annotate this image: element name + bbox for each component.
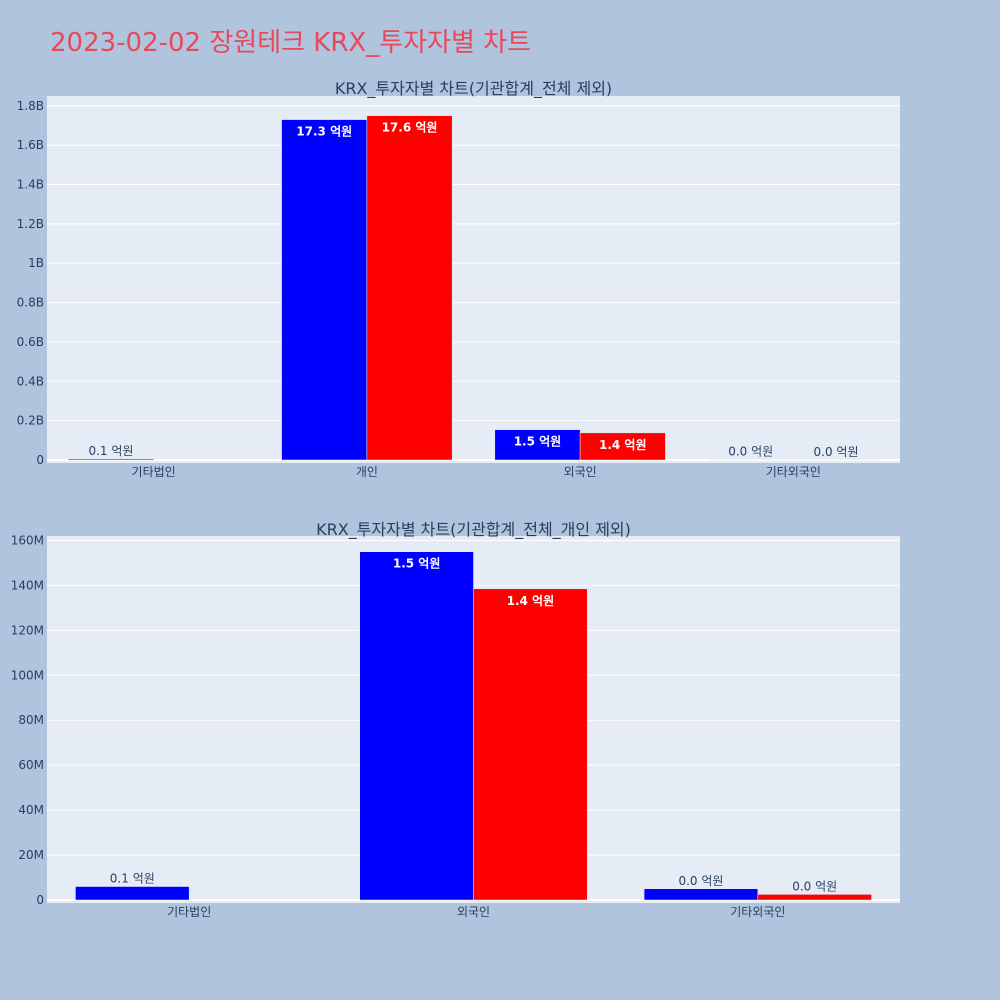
bar bbox=[75, 886, 190, 901]
y-tick-label: 0.6B bbox=[17, 335, 44, 349]
y-tick-label: 1.6B bbox=[17, 138, 44, 152]
bar bbox=[366, 115, 453, 461]
x-tick-label: 기타외국인 bbox=[730, 905, 785, 919]
y-tick-label: 0 bbox=[36, 453, 44, 467]
bar-data-label: 0.0 억원 bbox=[814, 445, 859, 459]
bar-data-label: 1.4 억원 bbox=[507, 594, 555, 608]
y-tick-label: 160M bbox=[11, 533, 44, 547]
bar-data-label: 0.0 억원 bbox=[792, 879, 837, 893]
bar bbox=[68, 458, 154, 461]
x-tick-label: 외국인 bbox=[457, 905, 490, 919]
x-tick-label: 기타법인 bbox=[132, 465, 176, 479]
bar bbox=[579, 432, 666, 461]
y-tick-label: 0.8B bbox=[17, 296, 44, 310]
bar-data-label: 17.3 억원 bbox=[296, 125, 352, 139]
bar bbox=[281, 119, 368, 461]
bar-data-label: 0.0 억원 bbox=[728, 445, 773, 459]
page-title: 2023-02-02 장원테크 KRX_투자자별 차트 bbox=[50, 28, 532, 58]
y-tick-label: 40M bbox=[18, 803, 44, 817]
x-tick-label: 기타법인 bbox=[167, 905, 211, 919]
y-tick-label: 120M bbox=[11, 623, 44, 637]
bar bbox=[359, 551, 474, 901]
bar bbox=[643, 888, 759, 901]
x-tick-label: 기타외국인 bbox=[766, 465, 821, 479]
y-tick-label: 0 bbox=[36, 893, 44, 907]
bar-data-label: 1.4 억원 bbox=[599, 438, 647, 452]
y-tick-label: 0.4B bbox=[17, 374, 44, 388]
y-tick-label: 1.4B bbox=[17, 178, 44, 192]
chart-title: KRX_투자자별 차트(기관합계_전체_개인 제외) bbox=[316, 520, 631, 540]
y-tick-label: 1.2B bbox=[17, 217, 44, 231]
y-tick-label: 1.8B bbox=[17, 99, 44, 113]
bar-data-label: 1.5 억원 bbox=[393, 557, 441, 571]
y-tick-label: 20M bbox=[18, 848, 44, 862]
x-tick-label: 외국인 bbox=[564, 465, 597, 479]
y-tick-label: 60M bbox=[18, 758, 44, 772]
chart-1: 0 0.2B 0.4B 0.6B 0.8B 1B 1.2B 1.4B 1.6B 1.8B KRX_투… bbox=[17, 79, 900, 479]
y-tick-label: 100M bbox=[11, 668, 44, 682]
chart-title: KRX_투자자별 차트(기관합계_전체 제외) bbox=[335, 79, 612, 99]
bar-data-label: 17.6 억원 bbox=[382, 121, 438, 135]
y-tick-label: 0.2B bbox=[17, 414, 44, 428]
bar-data-label: 0.1 억원 bbox=[88, 444, 133, 458]
bar-data-label: 0.0 억원 bbox=[678, 874, 723, 888]
bar bbox=[494, 429, 581, 461]
y-tick-label: 80M bbox=[18, 713, 44, 727]
bar bbox=[757, 894, 872, 901]
y-tick-label: 140M bbox=[11, 578, 44, 592]
bar-data-label: 1.5 억원 bbox=[514, 435, 562, 449]
bar bbox=[473, 588, 588, 901]
x-tick-label: 개인 bbox=[356, 465, 378, 479]
y-tick-label: 1B bbox=[28, 256, 44, 270]
plot-area bbox=[47, 96, 900, 463]
bar-data-label: 0.1 억원 bbox=[110, 872, 155, 886]
